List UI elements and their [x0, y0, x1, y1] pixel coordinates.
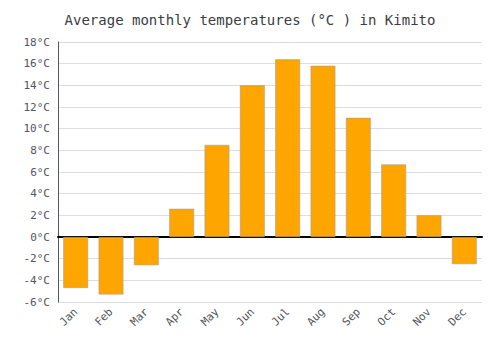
- svg-text:-4°C: -4°C: [24, 274, 51, 287]
- svg-text:Dec: Dec: [446, 305, 469, 328]
- svg-text:18°C: 18°C: [24, 36, 51, 49]
- svg-text:14°C: 14°C: [24, 79, 51, 92]
- svg-text:Nov: Nov: [410, 305, 433, 328]
- svg-text:16°C: 16°C: [24, 57, 51, 70]
- svg-text:2°C: 2°C: [30, 209, 50, 222]
- svg-text:-2°C: -2°C: [24, 252, 51, 265]
- svg-text:Oct: Oct: [375, 305, 398, 328]
- svg-text:Apr: Apr: [163, 305, 186, 328]
- svg-text:Aug: Aug: [304, 305, 327, 328]
- svg-text:12°C: 12°C: [24, 101, 51, 114]
- svg-text:4°C: 4°C: [30, 187, 50, 200]
- svg-text:Mar: Mar: [128, 305, 151, 328]
- svg-text:Jun: Jun: [234, 305, 257, 328]
- svg-text:Feb: Feb: [92, 305, 115, 328]
- svg-text:Jan: Jan: [57, 305, 80, 328]
- svg-text:Jul: Jul: [269, 305, 292, 328]
- svg-text:Average monthly temperatures (: Average monthly temperatures (°C ) in Ki…: [65, 12, 436, 28]
- svg-text:May: May: [198, 305, 221, 328]
- svg-text:Sep: Sep: [340, 305, 363, 328]
- svg-text:-6°C: -6°C: [24, 296, 51, 309]
- svg-text:6°C: 6°C: [30, 166, 50, 179]
- svg-text:10°C: 10°C: [24, 122, 51, 135]
- svg-text:8°C: 8°C: [30, 144, 50, 157]
- svg-text:0°C: 0°C: [30, 231, 50, 244]
